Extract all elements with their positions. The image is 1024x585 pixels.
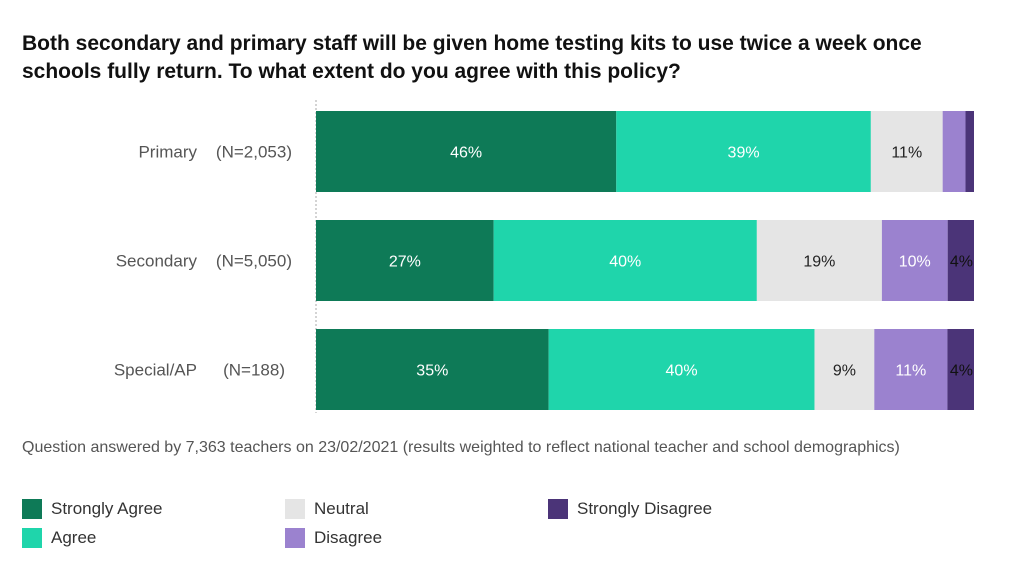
data-label-primary-agree: 39% (728, 145, 760, 162)
bar-secondary-strongly-agree (316, 220, 494, 301)
category-labels: Primary (N=2,053) Secondary (N=5,050) Specia… (114, 143, 292, 380)
bars-group: 46% 39% 11% 27% 40% 19% 10% 4% 35% 40% 9% 11% 4% (316, 111, 974, 410)
legend: Strongly Agree Agree Neutral Disagree St… (22, 497, 1022, 557)
bar-primary-agree (616, 111, 871, 192)
bar-special-ap-strongly-disagree (947, 329, 974, 410)
data-label-special-ap-neutral: 9% (833, 363, 856, 380)
bar-secondary-agree (493, 220, 757, 301)
legend-label: Neutral (314, 499, 369, 518)
bar-primary-strongly-disagree (965, 111, 974, 192)
legend-label: Strongly Disagree (577, 499, 713, 518)
bar-primary-neutral (870, 111, 943, 192)
legend-swatch (22, 528, 42, 548)
legend-label: Strongly Agree (51, 499, 163, 518)
data-label-special-ap-agree: 40% (666, 363, 698, 380)
category-label-secondary: Secondary (116, 252, 198, 271)
category-label-special-ap: Special/AP (114, 361, 197, 380)
bar-special-ap-agree (548, 329, 815, 410)
data-label-primary-strongly-agree: 46% (450, 145, 482, 162)
legend-label: Agree (51, 528, 97, 547)
bar-primary-disagree (942, 111, 966, 192)
category-n-primary: (N=2,053) (216, 143, 292, 162)
data-label-secondary-strongly-agree: 27% (389, 254, 421, 271)
category-label-primary: Primary (138, 143, 197, 162)
data-label-special-ap-strongly-agree: 35% (416, 363, 448, 380)
data-label-secondary-strongly-disagree: 4% (950, 254, 973, 271)
legend-item-strongly-disagree: Strongly Disagree (548, 497, 712, 521)
bar-special-ap-neutral (814, 329, 875, 410)
legend-item-strongly-agree: Strongly Agree (22, 497, 163, 521)
chart-plot: 46% 39% 11% 27% 40% 19% 10% 4% 35% 40% 9% 11% 4% Pri… (114, 100, 974, 413)
category-n-secondary: (N=5,050) (216, 252, 292, 271)
bar-special-ap-disagree (874, 329, 948, 410)
chart-title: Both secondary and primary staff will be… (22, 32, 922, 83)
legend-swatch (285, 499, 305, 519)
legend-swatch (22, 499, 42, 519)
data-label-secondary-neutral: 19% (803, 254, 835, 271)
bar-secondary-strongly-disagree (947, 220, 974, 301)
category-n-special-ap: (N=188) (223, 361, 285, 380)
bar-special-ap-strongly-agree (316, 329, 549, 410)
legend-swatch (548, 499, 568, 519)
legend-label: Disagree (314, 528, 383, 547)
data-label-secondary-disagree: 10% (899, 254, 931, 271)
legend-item-neutral: Neutral (285, 497, 369, 521)
legend-item-agree: Agree (22, 526, 96, 550)
data-label-secondary-agree: 40% (609, 254, 641, 271)
bar-secondary-disagree (881, 220, 948, 301)
data-label-primary-neutral: 11% (891, 145, 922, 162)
bar-secondary-neutral (756, 220, 882, 301)
data-label-special-ap-strongly-disagree: 4% (950, 363, 973, 380)
footnote: Question answered by 7,363 teachers on 2… (22, 439, 900, 456)
data-label-special-ap-disagree: 11% (895, 363, 926, 380)
bar-primary-strongly-agree (316, 111, 617, 192)
legend-swatch (285, 528, 305, 548)
legend-item-disagree: Disagree (285, 526, 382, 550)
